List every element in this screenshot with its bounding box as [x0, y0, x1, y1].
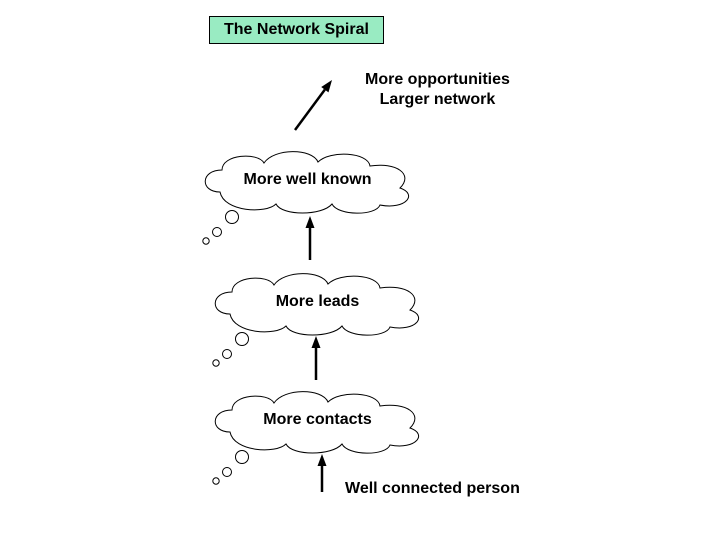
- arrow-to-leads: [302, 322, 330, 399]
- top-outcome-line1: More opportunities: [365, 71, 510, 88]
- bottom-start-text-label: Well connected person: [345, 480, 520, 497]
- top-outcome-line2: Larger network: [380, 91, 496, 108]
- diagram-title-text: The Network Spiral: [224, 21, 369, 38]
- diagram-title: The Network Spiral: [209, 16, 384, 44]
- diagram-stage: The Network Spiral More opportunities La…: [0, 0, 720, 540]
- arrow-to-well-known: [296, 202, 324, 279]
- bottom-start-text: Well connected person: [345, 480, 520, 498]
- top-outcome-text: More opportunities Larger network: [365, 70, 510, 110]
- arrow-to-contacts: [308, 440, 336, 511]
- cloud-well-known: More well known: [200, 150, 415, 210]
- arrow-to-outcome: [281, 66, 346, 149]
